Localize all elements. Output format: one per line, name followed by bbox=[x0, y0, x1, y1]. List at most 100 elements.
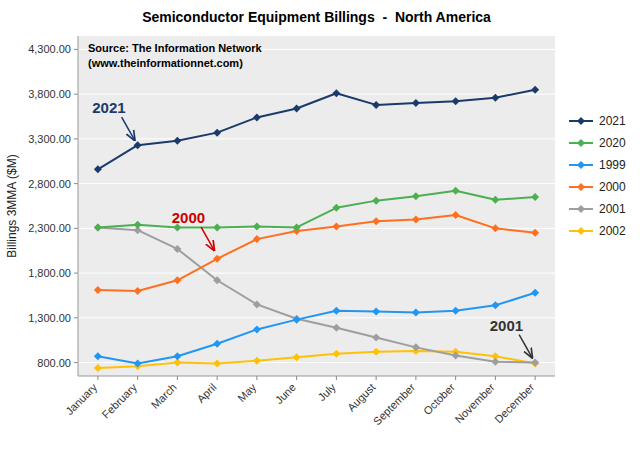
point bbox=[452, 187, 460, 195]
series-line bbox=[98, 293, 535, 364]
legend-marker bbox=[577, 117, 585, 125]
point bbox=[491, 358, 499, 366]
point bbox=[332, 307, 340, 315]
x-tick-label: April bbox=[194, 381, 218, 405]
point bbox=[94, 364, 102, 372]
point bbox=[332, 324, 340, 332]
point bbox=[213, 255, 221, 263]
legend-marker bbox=[577, 183, 585, 191]
y-tick-label: 800.00 bbox=[37, 357, 71, 369]
point bbox=[412, 308, 420, 316]
y-tick bbox=[74, 49, 78, 50]
x-tick-label: August bbox=[345, 381, 378, 414]
grid-line bbox=[78, 273, 555, 274]
legend-marker bbox=[577, 139, 585, 147]
point bbox=[531, 229, 539, 237]
point bbox=[134, 287, 142, 295]
point bbox=[213, 129, 221, 137]
legend-marker bbox=[577, 227, 585, 235]
y-tick-label: 1,300.00 bbox=[28, 312, 71, 324]
legend-marker bbox=[577, 205, 585, 213]
point bbox=[412, 343, 420, 351]
point bbox=[332, 204, 340, 212]
x-tick-label: July bbox=[315, 381, 338, 404]
point bbox=[213, 223, 221, 231]
point bbox=[531, 359, 539, 367]
legend-marker bbox=[577, 161, 585, 169]
y-tick bbox=[74, 138, 78, 139]
point bbox=[332, 223, 340, 231]
point bbox=[531, 289, 539, 297]
annotation-arrow bbox=[122, 117, 135, 140]
y-tick bbox=[74, 273, 78, 274]
x-tick-label: September bbox=[371, 381, 418, 428]
point bbox=[372, 217, 380, 225]
x-tick bbox=[415, 376, 416, 380]
point bbox=[452, 97, 460, 105]
point bbox=[213, 276, 221, 284]
point bbox=[94, 223, 102, 231]
point bbox=[412, 192, 420, 200]
x-tick-label: June bbox=[273, 381, 298, 406]
title: Semiconductor Equipment Billings - North… bbox=[142, 9, 491, 25]
y-tick bbox=[74, 94, 78, 95]
point bbox=[253, 325, 261, 333]
x-tick bbox=[217, 376, 218, 380]
series-line bbox=[98, 227, 535, 362]
point bbox=[253, 357, 261, 365]
y-tick bbox=[74, 183, 78, 184]
point bbox=[491, 224, 499, 232]
point bbox=[293, 316, 301, 324]
x-tick bbox=[97, 376, 98, 380]
point bbox=[253, 223, 261, 231]
plot-area bbox=[94, 86, 539, 372]
point bbox=[372, 197, 380, 205]
legend-label: 2021 bbox=[599, 114, 626, 128]
chart: 800.001,300.001,800.002,300.002,800.003,… bbox=[0, 0, 640, 465]
point bbox=[372, 308, 380, 316]
point bbox=[372, 101, 380, 109]
x-tick-label: November bbox=[452, 381, 497, 426]
point bbox=[491, 196, 499, 204]
grid-line bbox=[78, 183, 555, 184]
y-tick-label: 2,800.00 bbox=[28, 178, 71, 190]
point bbox=[531, 359, 539, 367]
y-tick bbox=[74, 228, 78, 229]
legend-label: 2020 bbox=[599, 136, 626, 150]
annotation-arrow bbox=[201, 227, 214, 250]
point bbox=[213, 340, 221, 348]
x-tick bbox=[177, 376, 178, 380]
y-tick-label: 3,800.00 bbox=[28, 88, 71, 100]
point bbox=[253, 113, 261, 121]
point bbox=[253, 235, 261, 243]
point bbox=[253, 300, 261, 308]
point bbox=[94, 223, 102, 231]
point bbox=[412, 215, 420, 223]
x-tick bbox=[296, 376, 297, 380]
y-tick-label: 4,300.00 bbox=[28, 43, 71, 55]
x-tick bbox=[376, 376, 377, 380]
point bbox=[134, 141, 142, 149]
y-tick-label: 1,800.00 bbox=[28, 267, 71, 279]
point bbox=[134, 359, 142, 367]
annotation: 2001 bbox=[490, 317, 523, 334]
point bbox=[173, 276, 181, 284]
point bbox=[293, 104, 301, 112]
point bbox=[412, 99, 420, 107]
y-tick bbox=[74, 362, 78, 363]
point bbox=[173, 137, 181, 145]
x-tick bbox=[137, 376, 138, 380]
grid-line bbox=[78, 317, 555, 318]
point bbox=[293, 315, 301, 323]
point bbox=[332, 89, 340, 97]
point bbox=[332, 350, 340, 358]
point bbox=[173, 352, 181, 360]
source-note: (www.theinformationnet.com) bbox=[88, 57, 243, 69]
x-tick-label: May bbox=[235, 381, 259, 405]
x-tick bbox=[455, 376, 456, 380]
grid-line bbox=[78, 138, 555, 139]
y-tick bbox=[74, 317, 78, 318]
plot-background bbox=[78, 36, 555, 376]
grid-line bbox=[78, 94, 555, 95]
series-line bbox=[98, 191, 535, 228]
